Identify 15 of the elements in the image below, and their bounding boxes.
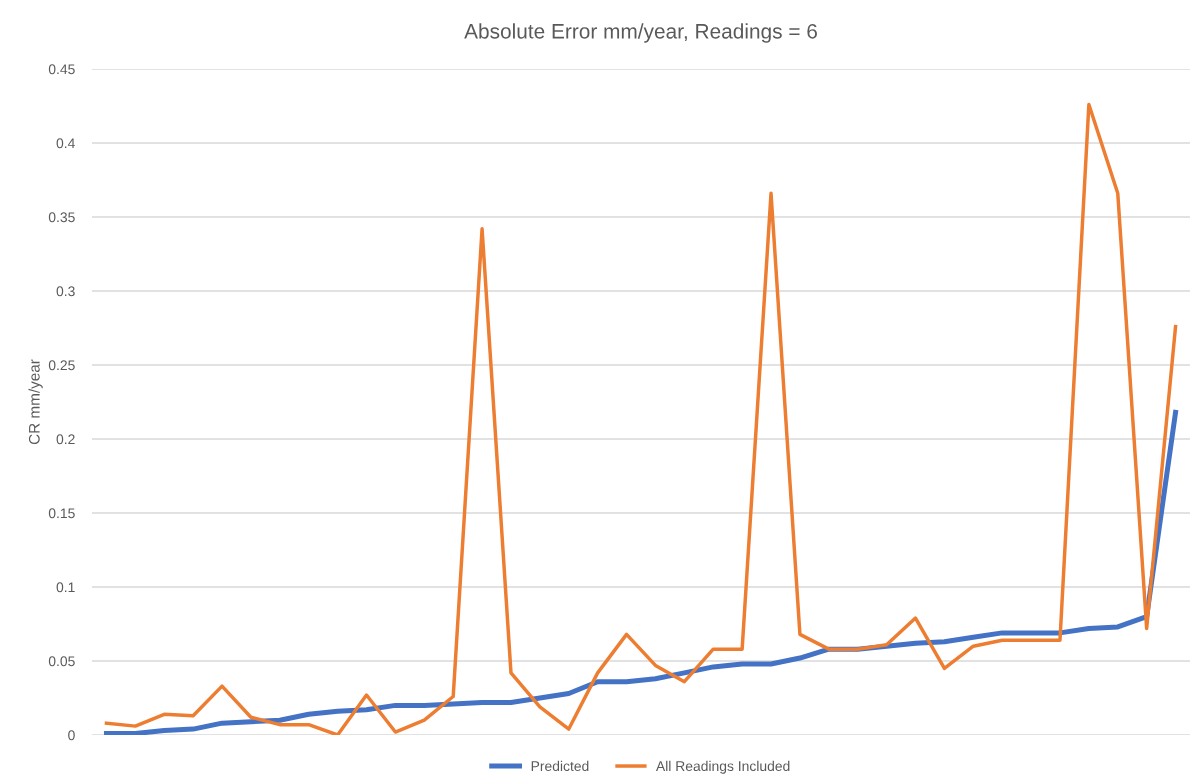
y-axis-title: CR mm/year [28,359,43,445]
y-tick-label: 0.1 [56,582,75,593]
legend-label: All Readings Included [655,760,790,774]
chart-title: Absolute Error mm/year, Readings = 6 [464,23,817,43]
y-tick-label: 0.3 [56,286,75,297]
y-tick-label: 0.45 [48,64,75,75]
legend-label: Predicted [531,760,589,772]
y-tick-label: 0.4 [56,138,75,149]
y-tick-label: 0.05 [48,656,75,667]
y-tick-label: 0.25 [48,360,75,371]
y-tick-label: 0.2 [56,434,75,445]
y-tick-label: 0 [68,730,75,741]
line-series [104,102,1178,735]
y-tick-label: 0.35 [48,212,75,223]
y-tick-label: 0.15 [48,508,75,519]
